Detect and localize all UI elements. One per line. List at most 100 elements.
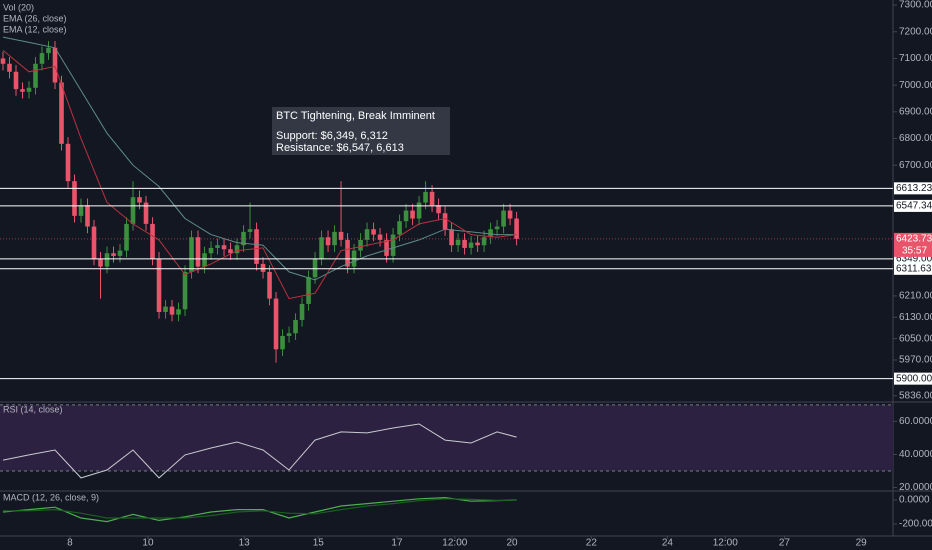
candle-body	[306, 277, 311, 304]
y-tick-label: 0.0000	[899, 495, 930, 506]
level-label-bg	[894, 262, 932, 275]
candle-body	[65, 143, 71, 182]
candle-body	[20, 89, 25, 92]
x-tick-label: 13	[239, 538, 251, 549]
last-price-bg	[894, 232, 932, 257]
candle-body	[221, 245, 227, 250]
candle-body	[410, 210, 415, 219]
candle-body	[338, 231, 344, 240]
candle-body	[254, 229, 259, 264]
candle-body	[267, 271, 272, 299]
ema-line	[2, 36, 517, 281]
indicator-line	[2, 496, 517, 523]
candle-body	[182, 271, 188, 310]
x-tick-label: 12:00	[713, 538, 738, 549]
candle-body	[33, 63, 38, 88]
y-tick-label: 5970.00	[899, 355, 932, 366]
candle-body	[403, 210, 409, 222]
candle-body	[247, 229, 253, 232]
candle-body	[286, 333, 292, 336]
candle-body	[169, 306, 175, 315]
candle-body	[59, 82, 64, 144]
candle-body	[468, 242, 474, 248]
candle-body	[260, 263, 266, 272]
candle-body	[390, 234, 396, 256]
candle-body	[481, 237, 487, 246]
y-tick-label: 7100.00	[899, 53, 932, 64]
candle-body	[130, 197, 136, 224]
legend-entry: EMA (26, close)	[3, 13, 67, 23]
level-label: 6613.23	[896, 183, 932, 194]
pane-title: RSI (14, close)	[3, 404, 63, 414]
rsi-band	[0, 404, 893, 471]
last-price-label: 6423.73	[896, 234, 932, 245]
candle-body	[208, 247, 214, 254]
candle-body	[156, 258, 162, 312]
candle-body	[26, 87, 32, 92]
candle-body	[416, 202, 422, 219]
candle-body	[163, 306, 168, 312]
x-tick-label: 8	[67, 538, 73, 549]
y-tick-label: 40.0000	[899, 449, 932, 460]
x-tick-label: 24	[662, 538, 674, 549]
candle-body	[273, 298, 279, 350]
candle-body	[475, 242, 480, 246]
y-tick-label: 20.0000	[899, 482, 932, 493]
candle-body	[442, 213, 448, 230]
candle-body	[377, 234, 383, 240]
candle-body	[150, 223, 155, 259]
annotation-box	[272, 107, 450, 155]
y-tick-label: 7200.00	[899, 26, 932, 37]
y-tick-label: 6800.00	[899, 133, 932, 144]
level-label-bg	[894, 372, 932, 385]
candle-body	[429, 191, 435, 206]
ema-line	[2, 50, 517, 300]
level-label: 6311.63	[896, 263, 932, 274]
candle-body	[13, 71, 19, 90]
candle-body	[52, 47, 58, 83]
candle-body	[299, 303, 305, 320]
level-label-bg	[894, 182, 932, 195]
annotation-title: BTC Tightening, Break Imminent	[276, 110, 435, 122]
y-tick-label: 7000.00	[899, 80, 932, 91]
pane-title: MACD (12, 26, close, 9)	[3, 492, 99, 502]
candle-body	[514, 218, 519, 239]
y-tick-label: 6050.00	[899, 333, 932, 344]
candle-body	[449, 229, 454, 246]
candle-body	[46, 47, 51, 54]
y-tick-label: 7300.00	[899, 0, 932, 11]
y-tick-label: 60.0000	[899, 416, 932, 427]
candle-body	[325, 237, 331, 246]
countdown: 35:57	[902, 246, 927, 257]
x-tick-label: 20	[506, 538, 518, 549]
candle-body	[280, 335, 285, 350]
candle-body	[364, 229, 370, 240]
candle-body	[124, 223, 129, 251]
x-tick-label: 17	[391, 538, 403, 549]
candle-body	[72, 181, 77, 216]
candle-body	[423, 191, 428, 203]
candle-body	[137, 197, 142, 203]
study-label: Vol (20)	[3, 2, 34, 12]
y-tick-label: 6700.00	[899, 160, 932, 171]
candle-body	[39, 53, 45, 64]
level-label: 5900.00	[896, 373, 932, 384]
candle-body	[7, 63, 12, 72]
candle-body	[234, 245, 240, 254]
y-tick-label: 6210.00	[899, 291, 932, 302]
candle-body	[488, 229, 493, 238]
annotation-line: Support: $6,349, 6,312	[276, 130, 388, 142]
indicator-line	[3, 498, 517, 519]
candle-body	[195, 237, 201, 267]
candle-body	[176, 309, 181, 315]
legend-entry: EMA (12, close)	[3, 24, 67, 34]
candle-body	[98, 258, 103, 267]
level-label: 6349.00	[896, 253, 932, 264]
level-label-bg	[894, 199, 932, 212]
candle-body	[85, 205, 90, 227]
y-tick-label: 6900.00	[899, 106, 932, 117]
candle-body	[455, 239, 461, 246]
candle-body	[312, 258, 318, 278]
candle-body	[117, 250, 123, 256]
